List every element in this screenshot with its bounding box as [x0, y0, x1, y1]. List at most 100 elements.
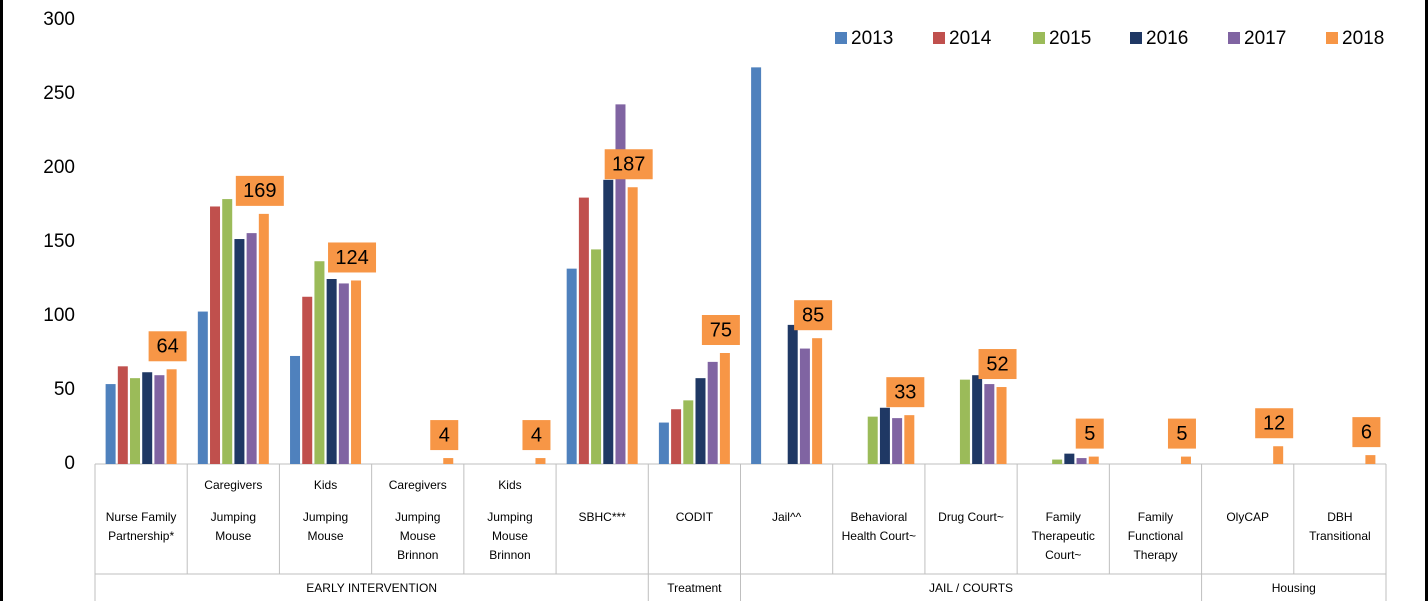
bar [591, 249, 602, 464]
y-tick-label: 100 [43, 305, 75, 326]
bar [615, 104, 626, 465]
data-label: 5 [1176, 423, 1187, 445]
bar [130, 378, 141, 464]
x-tick-label: Jumping [303, 510, 348, 524]
data-label: 33 [894, 381, 916, 403]
data-label: 4 [531, 424, 542, 446]
data-label-box [1075, 418, 1104, 449]
x-tick-label: Partnership* [108, 529, 174, 543]
legend-label: 2014 [949, 28, 992, 49]
bar [683, 400, 694, 464]
x-tick-label: Jumping [487, 510, 532, 524]
legend-swatch [933, 32, 945, 44]
data-label: 52 [986, 353, 1008, 375]
bar [142, 372, 153, 464]
legend-swatch [835, 32, 847, 44]
x-tick-label: Drug Court~ [938, 510, 1004, 524]
x-tick-label: Brinnon [397, 548, 438, 562]
bar [443, 458, 454, 464]
group-label: EARLY INTERVENTION [306, 581, 437, 595]
data-label-box [522, 420, 551, 451]
x-tick-label: Court~ [1045, 548, 1081, 562]
data-label-box [148, 331, 187, 362]
bar [867, 416, 878, 464]
data-label: 124 [335, 247, 368, 269]
bar [351, 280, 362, 464]
x-tick-label: Jumping [395, 510, 440, 524]
x-tick-label: Kids [498, 478, 521, 492]
legend-label: 2013 [851, 28, 893, 49]
data-label: 85 [802, 304, 824, 326]
bar [799, 348, 810, 464]
bar [117, 366, 128, 464]
data-label: 169 [243, 180, 276, 202]
data-label-box [701, 315, 740, 345]
x-tick-label: Mouse [400, 529, 436, 543]
x-tick-label: Mouse [492, 529, 528, 543]
data-label-box [1352, 417, 1381, 448]
legend-swatch [1033, 32, 1045, 44]
data-label-box [1167, 418, 1196, 449]
bar [222, 199, 233, 464]
bar [787, 324, 798, 464]
x-tick-label: DBH [1327, 510, 1352, 524]
data-label: 6 [1361, 421, 1372, 443]
bar [535, 458, 546, 464]
bar [1052, 459, 1063, 464]
legend-swatch [1326, 32, 1338, 44]
data-label: 64 [156, 336, 178, 358]
bar [302, 296, 313, 464]
y-tick-label: 300 [43, 9, 75, 30]
bar [603, 179, 614, 464]
bar [338, 283, 349, 464]
x-tick-label: Family [1138, 510, 1173, 524]
data-label-box [886, 377, 925, 408]
x-tick-label: Family [1046, 510, 1081, 524]
data-label-box [235, 175, 284, 206]
data-label-box [604, 149, 653, 180]
bar [258, 213, 269, 464]
x-tick-label: CODIT [676, 510, 714, 524]
x-tick-label: Jumping [211, 510, 256, 524]
x-tick-label: Kids [314, 478, 337, 492]
x-tick-label: Transitional [1309, 529, 1371, 543]
bar [892, 418, 903, 464]
bar [1180, 456, 1191, 464]
bar [105, 384, 116, 464]
x-tick-label: Therapy [1133, 548, 1177, 562]
bar [695, 378, 706, 464]
data-label: 187 [612, 154, 645, 176]
bar [1088, 456, 1099, 464]
bar [627, 187, 638, 465]
x-tick-label: OlyCAP [1226, 510, 1269, 524]
bar [566, 268, 577, 464]
x-tick-label: Behavioral [850, 510, 907, 524]
bar [879, 407, 890, 464]
x-tick-label: SBHC*** [578, 510, 626, 524]
bar [326, 279, 337, 464]
data-label-box [430, 420, 459, 451]
x-tick-label: Brinnon [489, 548, 530, 562]
group-label: Treatment [667, 581, 722, 595]
legend-swatch [1228, 32, 1240, 44]
bar [1064, 453, 1075, 464]
x-tick-label: Functional [1128, 529, 1183, 543]
bar [751, 67, 762, 465]
bar [959, 379, 970, 464]
x-tick-label: Mouse [215, 529, 251, 543]
bar [812, 338, 823, 464]
bar [234, 239, 245, 464]
legend-label: 2016 [1146, 28, 1188, 49]
bar [904, 415, 915, 464]
y-tick-label: 200 [43, 157, 75, 178]
bar [197, 311, 208, 464]
bar [1273, 446, 1284, 464]
bar [1365, 455, 1376, 464]
data-label: 4 [439, 424, 450, 446]
bar [314, 261, 325, 464]
bar [707, 361, 718, 464]
x-tick-label: Therapeutic [1032, 529, 1095, 543]
bar [996, 387, 1007, 464]
